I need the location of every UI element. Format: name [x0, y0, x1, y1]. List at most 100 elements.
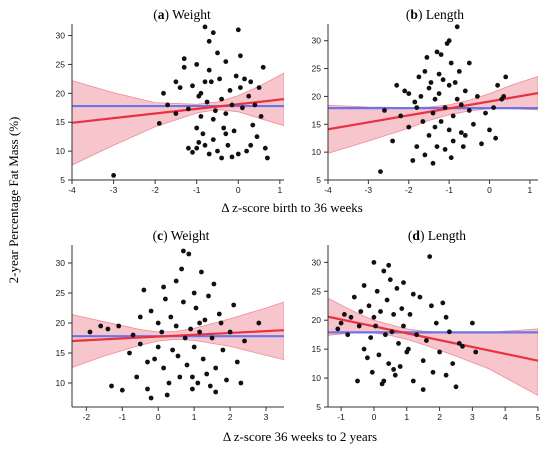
- panel-a-point: [186, 145, 191, 151]
- panel-a-name: Weight: [169, 7, 211, 22]
- panel-c-point: [191, 344, 197, 350]
- panel-a-point: [190, 149, 195, 155]
- panel-a-fit-line: [72, 98, 284, 124]
- panel-c-point: [175, 353, 181, 359]
- panel-a-x-tick-label: -4: [68, 185, 76, 195]
- panel-a-point: [177, 85, 183, 90]
- panel-b-point: [475, 94, 480, 99]
- panel-b-y-tick-label: 10: [312, 147, 322, 157]
- panel-a-point: [194, 62, 200, 67]
- panel-a-point: [250, 122, 256, 128]
- panel-d-point: [366, 303, 372, 309]
- panel-b-point: [458, 130, 464, 136]
- panel-a-point: [210, 116, 216, 122]
- panel-d-point: [401, 280, 406, 285]
- panel-b-point: [454, 24, 460, 30]
- panel-c-x-tick-label: -2: [83, 412, 91, 422]
- panel-b-point: [432, 124, 438, 130]
- panel-d-point: [368, 335, 374, 340]
- panel-a-letter: a: [158, 7, 165, 22]
- panel-b-point: [448, 155, 454, 161]
- panel-a-point: [198, 90, 204, 96]
- panel-a-point: [260, 64, 266, 70]
- panel-b-point: [456, 69, 462, 74]
- panel-c-point: [116, 323, 122, 329]
- panel-d-point: [376, 352, 382, 358]
- panel-b-point: [450, 113, 456, 119]
- panel-b-point: [422, 152, 428, 158]
- panel-d-point: [417, 294, 423, 300]
- panel-b-point: [501, 94, 507, 99]
- panel-a-point: [235, 151, 241, 157]
- panel-d-point: [386, 262, 392, 268]
- panel-b-point: [503, 74, 509, 80]
- panel-c-point: [109, 383, 114, 389]
- panel-d: -1 0 1 2 3 4 5 5 10 15 20 25 30: [312, 245, 541, 422]
- panel-a-y-tick-label: 5: [60, 175, 65, 185]
- panel-d-point: [394, 286, 400, 291]
- panel-c-y-tick-label: 25: [56, 288, 66, 298]
- panel-d-point: [391, 367, 396, 372]
- panel-c-point: [170, 347, 176, 353]
- panel-c-point: [148, 395, 154, 401]
- panel-b-y-tick-label: 25: [312, 64, 322, 74]
- panel-d-point: [427, 254, 433, 259]
- panel-a-point: [244, 148, 250, 154]
- panel-c-point: [148, 308, 154, 314]
- panel-b-point: [412, 99, 418, 105]
- panel-a-x-tick-label: -3: [110, 185, 118, 195]
- panel-a-point: [248, 79, 254, 85]
- panel-c-point: [199, 269, 204, 275]
- panel-a-title: (a) Weight: [153, 7, 211, 22]
- panel-d-point: [384, 297, 390, 303]
- panel-b-title: (b) Length: [406, 7, 464, 22]
- panel-b-point: [442, 147, 448, 152]
- panel-a-point: [210, 137, 216, 143]
- panel-c-point: [220, 347, 226, 353]
- panel-d-point: [356, 323, 362, 329]
- panel-d-point: [391, 312, 396, 317]
- panel-a-point: [231, 128, 237, 134]
- panel-b-point: [414, 105, 420, 110]
- panel-c-point: [163, 296, 168, 302]
- panel-c-point: [168, 314, 174, 320]
- panel-a-point: [156, 121, 162, 126]
- panel-d-point: [355, 378, 360, 384]
- figure-xlabel-top: Δ z-score birth to 36 weeks: [221, 200, 363, 215]
- panel-d-point: [392, 372, 398, 378]
- panel-a-x-tick-label: 0: [236, 185, 241, 195]
- panel-d-y-tick-label: 30: [312, 257, 322, 267]
- panel-d-x-tick-label: 2: [437, 412, 442, 422]
- panel-b-y-tick-label: 30: [312, 36, 322, 46]
- panel-b-point: [414, 144, 420, 150]
- panel-a-point: [252, 102, 258, 108]
- panel-b-point: [462, 133, 468, 138]
- panel-d-point: [410, 291, 416, 297]
- panel-c-point: [166, 380, 172, 386]
- panel-d-point: [374, 288, 380, 294]
- panel-d-point: [335, 326, 341, 332]
- panel-d-point: [378, 309, 383, 314]
- panel-c-point: [197, 329, 203, 335]
- panel-b-x-tick-label: -2: [405, 185, 413, 195]
- panel-c-point: [224, 377, 229, 383]
- panel-b-point: [416, 74, 422, 80]
- panel-d-y-tick-label: 20: [312, 315, 322, 325]
- panel-b-point: [426, 133, 432, 138]
- panel-c-point: [193, 305, 199, 311]
- panel-b-point: [402, 88, 408, 94]
- panel-a-point: [202, 142, 208, 148]
- panel-d-point: [381, 268, 387, 274]
- panel-d-y-tick-label: 15: [312, 344, 322, 354]
- panel-a-point: [198, 114, 204, 119]
- panel-c-x-tick-label: -1: [119, 412, 127, 422]
- panel-a-point: [256, 85, 262, 90]
- panel-c-point: [191, 290, 197, 296]
- panel-b-point: [438, 119, 444, 124]
- panel-a-y-tick-label: 30: [56, 31, 66, 41]
- panel-d-title: (d) Length: [408, 228, 466, 243]
- panel-c-point: [145, 386, 150, 392]
- panel-d-point: [389, 329, 395, 335]
- panel-d-point: [387, 277, 393, 283]
- panel-a-point: [254, 134, 260, 140]
